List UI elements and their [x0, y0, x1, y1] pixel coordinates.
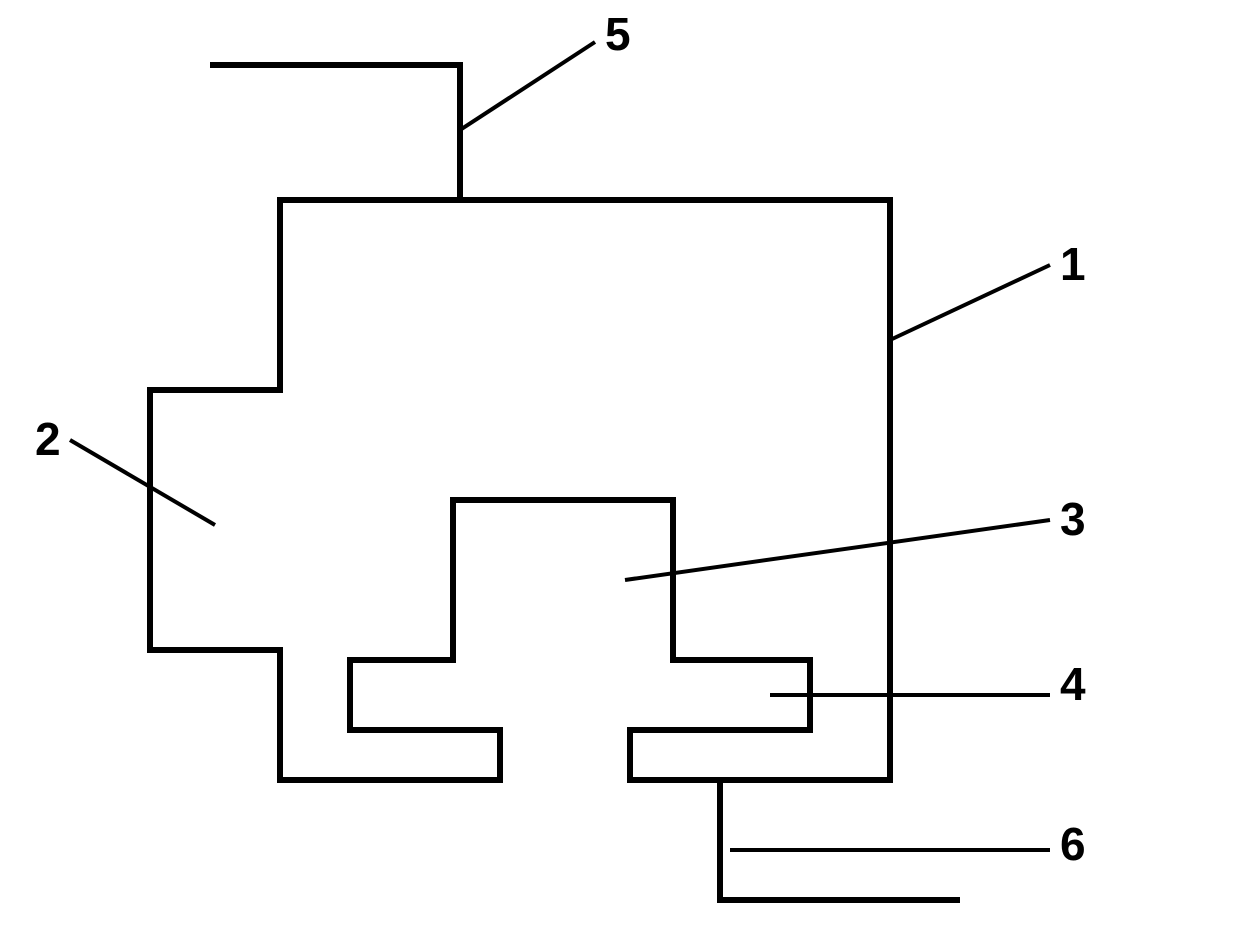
lead-line-5 [460, 42, 595, 130]
label-1: 1 [1060, 238, 1086, 290]
lead-line-1 [890, 265, 1050, 340]
platform [350, 660, 810, 730]
inlet-pipe [210, 65, 460, 200]
label-5: 5 [605, 8, 631, 60]
label-4: 4 [1060, 658, 1086, 710]
label-2: 2 [35, 413, 61, 465]
pedestal [500, 730, 630, 780]
outlet-pipe [720, 780, 960, 900]
sample [453, 500, 673, 660]
label-6: 6 [1060, 818, 1086, 870]
label-3: 3 [1060, 493, 1086, 545]
side-module [150, 390, 280, 650]
